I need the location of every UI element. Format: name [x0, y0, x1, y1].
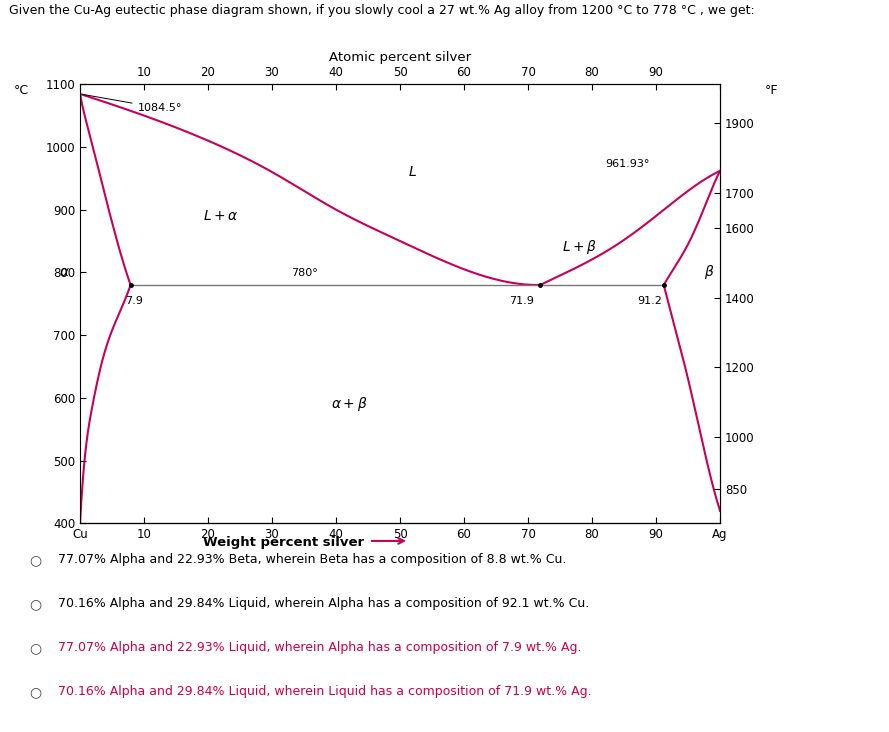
Text: 70.16% Alpha and 29.84% Liquid, wherein Liquid has a composition of 71.9 wt.% Ag: 70.16% Alpha and 29.84% Liquid, wherein …	[58, 685, 591, 698]
Text: Weight percent silver: Weight percent silver	[204, 536, 364, 549]
Text: 1084.5°: 1084.5°	[83, 94, 182, 113]
Text: Given the Cu-Ag eutectic phase diagram shown, if you slowly cool a 27 wt.% Ag al: Given the Cu-Ag eutectic phase diagram s…	[9, 4, 755, 17]
Text: $α + β$: $α + β$	[331, 395, 367, 413]
Text: 70.16% Alpha and 29.84% Liquid, wherein Alpha has a composition of 92.1 wt.% Cu.: 70.16% Alpha and 29.84% Liquid, wherein …	[58, 597, 589, 610]
Text: $β$: $β$	[704, 264, 715, 281]
Text: 7.9: 7.9	[125, 296, 143, 306]
Text: ○: ○	[29, 684, 42, 699]
Text: $α$: $α$	[60, 266, 70, 280]
Text: °C: °C	[13, 84, 28, 97]
Text: ○: ○	[29, 597, 42, 611]
Text: ○: ○	[29, 640, 42, 655]
Text: 780°: 780°	[292, 268, 318, 278]
Text: $L$: $L$	[408, 165, 417, 179]
Text: 91.2: 91.2	[637, 296, 662, 306]
Text: 71.9: 71.9	[509, 296, 534, 306]
Text: 77.07% Alpha and 22.93% Liquid, wherein Alpha has a composition of 7.9 wt.% Ag.: 77.07% Alpha and 22.93% Liquid, wherein …	[58, 641, 581, 654]
Text: $L + α$: $L + α$	[203, 209, 238, 223]
X-axis label: Atomic percent silver: Atomic percent silver	[329, 51, 471, 64]
Text: $L + β$: $L + β$	[562, 239, 597, 256]
Text: 961.93°: 961.93°	[605, 160, 649, 170]
Text: ○: ○	[29, 553, 42, 567]
Text: 77.07% Alpha and 22.93% Beta, wherein Beta has a composition of 8.8 wt.% Cu.: 77.07% Alpha and 22.93% Beta, wherein Be…	[58, 553, 566, 567]
Text: °F: °F	[765, 84, 779, 97]
